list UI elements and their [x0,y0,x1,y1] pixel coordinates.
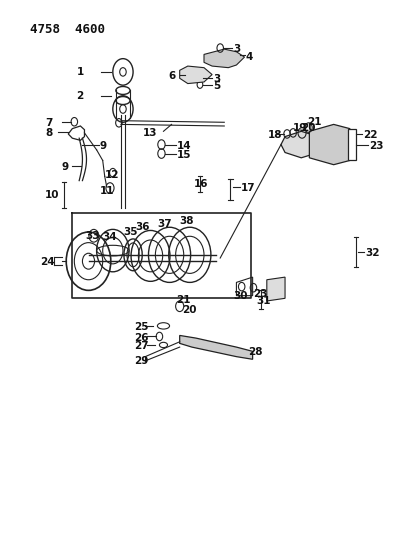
Text: 7: 7 [45,118,53,128]
Text: 8: 8 [45,128,52,139]
Text: 4758  4600: 4758 4600 [30,22,105,36]
Text: 23: 23 [253,289,268,299]
Polygon shape [180,66,212,84]
Text: 25: 25 [134,322,149,332]
Text: 4: 4 [245,52,253,61]
Text: 14: 14 [176,141,191,151]
Text: 21: 21 [307,117,322,127]
Text: 18: 18 [268,130,282,140]
Text: 12: 12 [105,171,119,180]
Polygon shape [281,131,317,158]
Text: 10: 10 [45,190,60,200]
Polygon shape [180,335,253,359]
Text: 35: 35 [123,227,137,237]
Text: 15: 15 [176,150,191,159]
Polygon shape [204,49,244,68]
Text: 24: 24 [40,257,55,267]
Text: 1: 1 [76,67,84,77]
Text: 34: 34 [102,232,117,243]
Text: 21: 21 [175,295,190,305]
Text: 16: 16 [194,179,208,189]
Text: 11: 11 [100,185,114,196]
Text: 38: 38 [180,216,194,227]
Text: 2: 2 [76,91,84,101]
Text: 32: 32 [365,248,380,258]
Text: 31: 31 [256,296,271,306]
Text: 26: 26 [134,333,149,343]
Text: 30: 30 [233,290,248,301]
Polygon shape [348,128,356,160]
Text: 37: 37 [157,219,172,229]
Text: 23: 23 [369,141,384,151]
Text: 22: 22 [363,130,377,140]
Text: 36: 36 [135,222,150,232]
Text: 29: 29 [134,356,149,366]
Text: 20: 20 [301,123,316,133]
Polygon shape [267,277,285,301]
Polygon shape [68,126,84,140]
Text: 5: 5 [213,80,220,91]
Text: 19: 19 [293,123,308,133]
Text: 33: 33 [86,231,100,241]
Text: 27: 27 [134,341,149,351]
Text: 3: 3 [213,74,220,84]
Text: 28: 28 [248,348,263,358]
Text: 13: 13 [143,128,158,138]
Text: 17: 17 [241,183,256,193]
Polygon shape [236,277,253,296]
Text: 9: 9 [100,141,106,151]
Text: 20: 20 [182,305,197,315]
Text: 6: 6 [169,70,175,80]
Text: 9: 9 [61,162,69,172]
Text: 3: 3 [233,44,240,54]
Polygon shape [309,124,350,165]
